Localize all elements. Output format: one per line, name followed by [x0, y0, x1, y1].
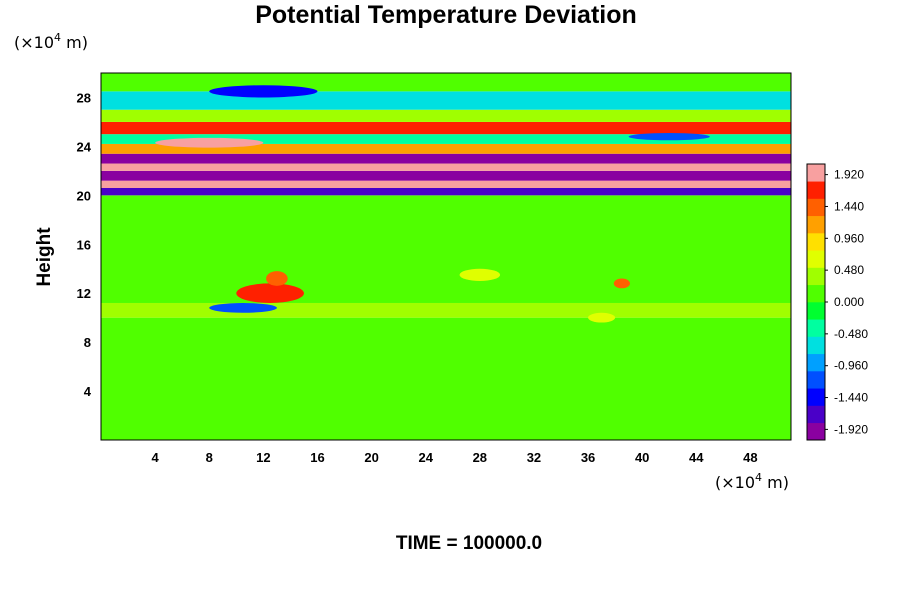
colorbar-swatch	[807, 198, 825, 217]
colorbar-swatch	[807, 250, 825, 268]
heatmap-feature-6	[588, 312, 616, 323]
y-tick-labels: 4 8 12 16 20 24 28	[77, 90, 92, 399]
colorbar-swatch	[807, 422, 825, 441]
heatmap-band-4	[101, 180, 791, 188]
x-tick-label: 36	[581, 450, 595, 465]
colorbar-swatch	[807, 215, 825, 234]
heatmap-feature-7	[155, 137, 264, 148]
colorbar-swatch	[807, 284, 825, 303]
heatmap-feature-0	[236, 283, 304, 303]
y-tick-label: 24	[77, 139, 92, 154]
x-tick-label: 48	[743, 450, 757, 465]
colorbar-swatch	[807, 353, 825, 372]
heatmap-band-13	[101, 73, 791, 92]
y-tick-label: 16	[77, 237, 91, 252]
x-tick-label: 16	[310, 450, 324, 465]
heatmap-band-3	[101, 187, 791, 196]
plot-frame	[100, 72, 792, 441]
heatmap-band-2	[101, 195, 791, 303]
colorbar-swatch	[807, 181, 825, 199]
heatmap-band-1	[101, 302, 791, 318]
heatmap-feature-5	[459, 268, 501, 281]
x-tick-label: 8	[206, 450, 213, 465]
x-tick-label: 32	[527, 450, 541, 465]
colorbar-swatch	[807, 233, 825, 251]
colorbar-label: -0.960	[834, 359, 868, 373]
colorbar-swatch	[807, 302, 825, 320]
y-axis-unit: (×104 m)	[14, 31, 88, 52]
heatmap-band-7	[101, 153, 791, 164]
time-label: TIME = 100000.0	[396, 533, 542, 554]
heatmap-feature-4	[613, 278, 630, 289]
heatmap-band-0	[101, 317, 791, 440]
colorbar-label: -1.440	[834, 391, 868, 405]
heatmap-band-6	[101, 163, 791, 171]
heatmap-feature-2	[209, 302, 277, 313]
heatmap-band-10	[101, 121, 791, 135]
heatmap-band-12	[101, 91, 791, 110]
colorbar-swatch	[807, 319, 825, 337]
colorbar-label: 0.480	[834, 263, 864, 277]
x-tick-labels: 4 8 12 16 20 24 28 32 36 40 44 48	[152, 450, 758, 465]
heatmap-band-8	[101, 143, 791, 154]
colorbar-label: -0.480	[834, 327, 868, 341]
heatmap-band-9	[101, 134, 791, 144]
heatmap-band-5	[101, 170, 791, 181]
y-tick-label: 12	[77, 286, 91, 301]
colorbar-swatch	[807, 267, 825, 286]
colorbar-swatch	[807, 405, 825, 424]
x-tick-label: 12	[256, 450, 270, 465]
x-tick-label: 4	[152, 450, 160, 465]
x-axis-unit: (×104 m)	[715, 471, 789, 492]
x-tick-label: 24	[418, 450, 433, 465]
colorbar-swatch	[807, 336, 825, 355]
colorbar-swatch	[807, 388, 825, 406]
y-tick-label: 20	[77, 188, 91, 203]
y-tick-label: 8	[84, 335, 91, 350]
colorbar-swatch	[807, 164, 825, 182]
x-tick-label: 40	[635, 450, 649, 465]
heatmap-feature-1	[266, 271, 288, 286]
colorbar-label: 0.000	[834, 295, 864, 309]
x-tick-label: 28	[473, 450, 487, 465]
colorbar-label: 1.440	[834, 199, 864, 213]
heatmap-band-11	[101, 109, 791, 122]
colorbar-labels: 1.920 1.440 0.960 0.480 0.000 -0.480 -0.960 -1.…	[825, 168, 868, 436]
x-tick-label: 20	[364, 450, 378, 465]
colorbar	[806, 163, 826, 441]
colorbar-swatch	[807, 371, 825, 389]
plot-area	[100, 72, 792, 441]
y-axis-label: Height	[34, 227, 55, 287]
heatmap-feature-8	[628, 132, 710, 141]
x-tick-label: 44	[689, 450, 704, 465]
y-tick-label: 28	[77, 90, 91, 105]
y-tick-label: 4	[84, 384, 92, 399]
colorbar-label: 0.960	[834, 231, 864, 245]
colorbar-label: 1.920	[834, 168, 864, 182]
heatmap-feature-3	[209, 85, 318, 98]
colorbar-label: -1.920	[834, 422, 868, 436]
chart-title: Potential Temperature Deviation	[255, 1, 637, 29]
